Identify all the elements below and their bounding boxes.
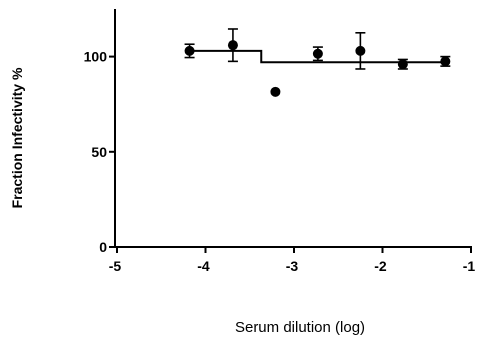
data-point-2: [270, 86, 281, 97]
x-tick-label-neg2: -2: [374, 258, 387, 274]
y-tick-label-100: 100: [84, 49, 108, 65]
data-point-4: [355, 45, 366, 56]
x-tick-label-neg3: -3: [286, 258, 299, 274]
y-tick-label-0: 0: [99, 239, 107, 255]
y-tick-label-50: 50: [91, 144, 107, 160]
y-axis-title: Fraction Infectivity %: [9, 67, 25, 208]
data-point-3: [312, 48, 323, 59]
data-point-0: [184, 45, 195, 56]
fit-layer: [189, 49, 446, 64]
data-point-6: [440, 56, 451, 67]
x-tick-label-neg4: -4: [197, 258, 210, 274]
data-point-5: [397, 59, 408, 70]
x-tick-label-neg5: -5: [109, 258, 122, 274]
axes: [114, 9, 472, 248]
data-point-1: [227, 40, 238, 51]
marks: [184, 28, 451, 97]
fit-curve: [189, 49, 446, 64]
ticks: 0 50 100 -5 -4 -3 -2 -1: [84, 49, 476, 274]
x-tick-label-neg1: -1: [463, 258, 476, 274]
x-axis-title: Serum dilution (log): [235, 319, 365, 336]
